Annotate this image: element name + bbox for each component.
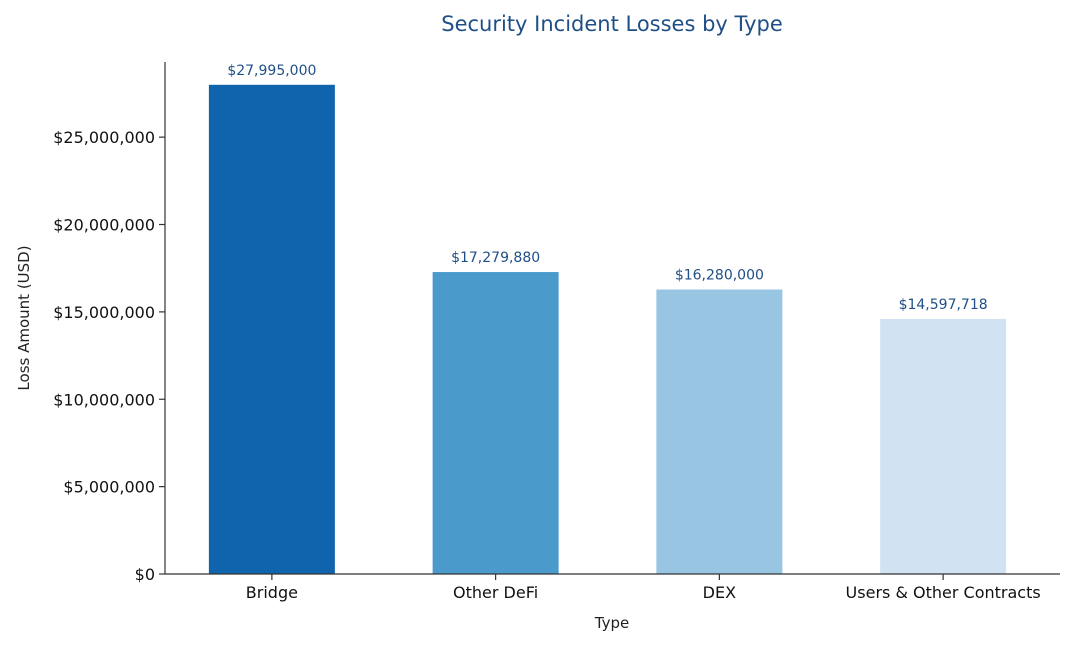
x-tick-label: Users & Other Contracts <box>846 583 1041 602</box>
y-tick-label: $10,000,000 <box>53 390 155 409</box>
bar-dex <box>656 289 783 574</box>
bar-users-other-contracts <box>880 318 1007 574</box>
x-tick-label: Bridge <box>246 583 298 602</box>
y-tick-label: $5,000,000 <box>63 478 155 497</box>
bar-value-label: $17,279,880 <box>451 250 540 266</box>
bar-bridge <box>208 84 335 575</box>
y-axis-title: Loss Amount (USD) <box>15 245 33 390</box>
chart-title: Security Incident Losses by Type <box>441 12 783 36</box>
x-tick-label: Other DeFi <box>453 583 538 602</box>
bar-value-label: $27,995,000 <box>227 63 316 79</box>
bar-other-defi <box>432 272 559 574</box>
plot-area: $27,995,000 $17,279,880 $16,280,000 $14,597… <box>208 63 1007 575</box>
bar-value-label: $16,280,000 <box>675 268 764 284</box>
y-tick-label: $0 <box>135 565 155 584</box>
y-tick-label: $25,000,000 <box>53 128 155 147</box>
bar-value-label: $14,597,718 <box>899 297 988 313</box>
y-tick-label: $20,000,000 <box>53 216 155 235</box>
x-tick-label: DEX <box>703 583 736 602</box>
y-tick-label: $15,000,000 <box>53 303 155 322</box>
x-axis-title: Type <box>594 614 629 632</box>
